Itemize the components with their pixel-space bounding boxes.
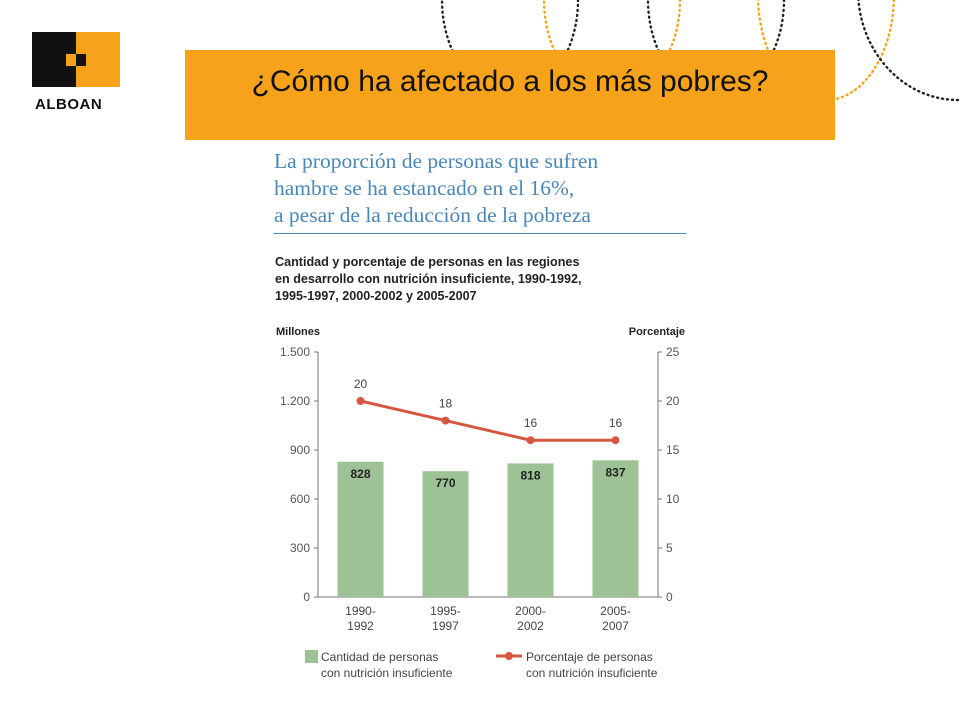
chart-headline: La proporción de personas que sufren ham… — [274, 148, 694, 229]
alboan-logo — [32, 32, 120, 87]
dotted-arc-5 — [857, 0, 960, 102]
bar — [422, 471, 469, 597]
legend-label-line: Porcentaje de personas — [526, 650, 653, 664]
line-point — [356, 397, 365, 405]
left-tick-label: 300 — [290, 541, 310, 555]
page-title: ¿Cómo ha afectado a los más pobres? — [251, 65, 769, 98]
bar-value-label: 837 — [605, 465, 625, 479]
legend-swatch-point — [505, 652, 513, 660]
x-category-label: 1997 — [432, 619, 459, 633]
x-category-label: 2007 — [602, 619, 629, 633]
bar-value-label: 828 — [350, 467, 370, 481]
left-tick-label: 0 — [303, 590, 310, 604]
left-tick-label: 1.500 — [280, 345, 310, 359]
left-axis-title: Millones — [276, 326, 320, 338]
legend-label-bars: Cantidad de personas — [321, 650, 438, 664]
line-point — [611, 436, 620, 445]
x-category-label: 1992 — [347, 619, 374, 633]
title-banner: ¿Cómo ha afectado a los más pobres? — [185, 50, 835, 140]
description-line: 1995-1997, 2000-2002 y 2005-2007 — [275, 289, 477, 303]
legend-label-line: con nutrición insuficiente — [526, 666, 658, 680]
percentage-line — [360, 399, 616, 442]
x-category-label: 1995- — [430, 604, 461, 618]
bar-value-label: 818 — [520, 468, 540, 482]
right-tick-label: 0 — [666, 590, 673, 604]
bar — [337, 461, 384, 597]
legend-swatch-bars — [305, 650, 318, 663]
line-value-label: 18 — [439, 397, 453, 411]
x-category-label: 1990- — [345, 604, 376, 618]
right-axis-title: Porcentaje — [629, 326, 685, 338]
headline-line: La proporción de personas que sufren — [274, 149, 599, 173]
line-value-label: 20 — [354, 377, 368, 391]
bar — [507, 463, 554, 597]
right-tick-label: 10 — [666, 492, 680, 506]
line-value-label: 16 — [609, 416, 623, 430]
right-tick-label: 5 — [666, 541, 673, 555]
line-value-label: 16 — [524, 416, 538, 430]
x-category-label: 2000- — [515, 604, 546, 618]
x-category-label: 2005- — [600, 604, 631, 618]
right-tick-label: 25 — [666, 345, 680, 359]
left-tick-label: 1.200 — [280, 394, 310, 408]
right-tick-label: 15 — [666, 443, 680, 457]
headline-line: hambre se ha estancado en el 16%, — [274, 176, 575, 200]
left-tick-label: 600 — [290, 492, 310, 506]
x-category-label: 2002 — [517, 619, 544, 633]
chart-description: Cantidad y porcentaje de personas en las… — [275, 254, 685, 305]
bar — [592, 460, 639, 597]
description-line: en desarrollo con nutrición insuficiente… — [275, 272, 582, 286]
legend-label-bars: con nutrición insuficiente — [321, 666, 453, 680]
logo-text: ALBOAN — [35, 96, 103, 113]
left-tick-label: 900 — [290, 443, 310, 457]
description-line: Cantidad y porcentaje de personas en las… — [275, 255, 580, 269]
headline-divider — [274, 233, 686, 234]
right-tick-label: 20 — [666, 394, 680, 408]
bar-value-label: 770 — [435, 476, 455, 490]
line-point — [526, 436, 535, 445]
headline-line: a pesar de la reducción de la pobreza — [274, 203, 591, 227]
line-point — [441, 416, 450, 425]
